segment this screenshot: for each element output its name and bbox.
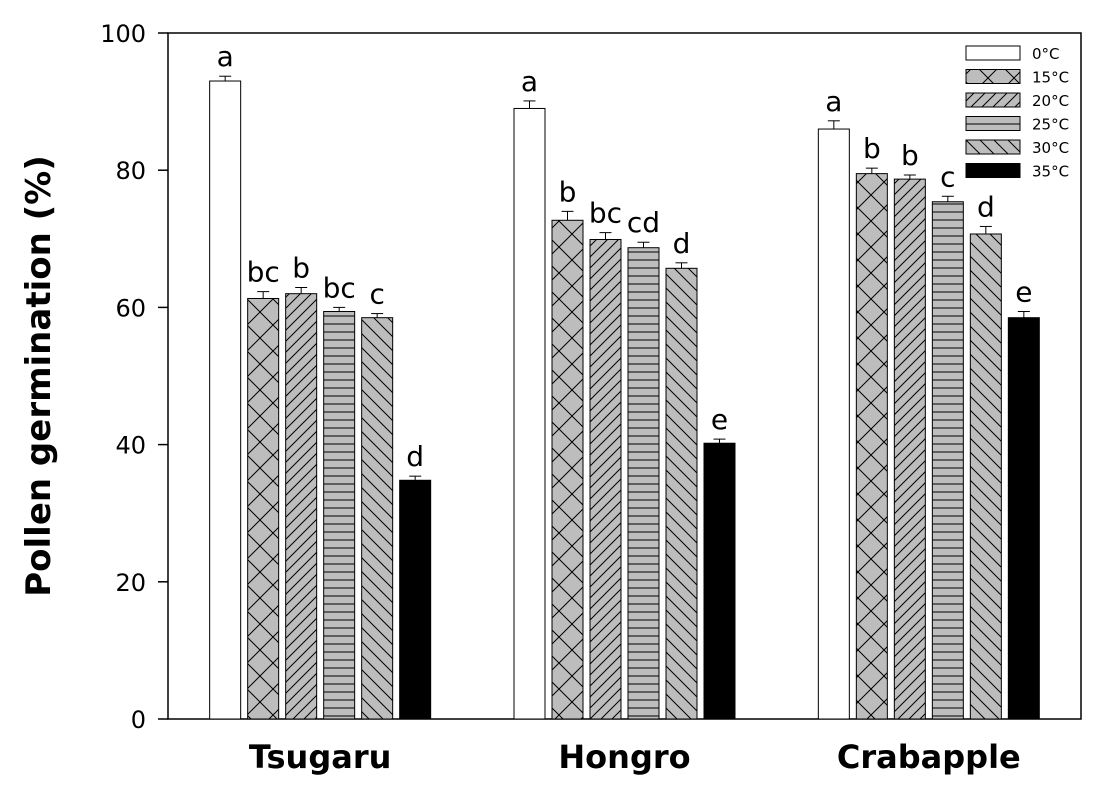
- bar: [589, 238, 622, 720]
- y-axis-label: Pollen germination (%): [19, 155, 59, 597]
- y-tick-label: 40: [115, 432, 146, 460]
- significance-letter: bc: [247, 256, 280, 289]
- legend-swatch: [965, 116, 1021, 131]
- bar: [1007, 317, 1040, 720]
- bar: [513, 107, 546, 720]
- bar: [361, 317, 394, 720]
- legend: 0°C 15°C 20°C 25°C 30°C 35°C: [965, 45, 1069, 181]
- legend-label: 20°C: [1032, 92, 1069, 110]
- significance-letter: d: [977, 190, 995, 223]
- bar: [703, 442, 736, 720]
- significance-letter: a: [217, 40, 234, 73]
- legend-swatch: [965, 139, 1021, 155]
- bar: [285, 293, 318, 720]
- significance-letter: d: [673, 227, 691, 260]
- significance-letter: bc: [323, 271, 356, 304]
- significance-letter: cd: [627, 206, 660, 239]
- bar: [817, 128, 850, 720]
- y-tick-label: 100: [100, 20, 146, 48]
- y-tick-label: 0: [131, 706, 146, 734]
- legend-swatch: [965, 69, 1021, 84]
- legend-label: 35°C: [1032, 163, 1069, 181]
- legend-label: 30°C: [1032, 139, 1069, 157]
- y-tick-label: 60: [115, 294, 146, 322]
- significance-letter: c: [369, 278, 384, 311]
- significance-letter: e: [1015, 276, 1032, 309]
- x-category-label: Tsugaru: [249, 738, 391, 776]
- y-axis: 0 20 40 60 80 100: [100, 20, 168, 734]
- significance-letter: d: [406, 440, 424, 473]
- significance-letter: a: [825, 85, 842, 118]
- significance-letter: b: [292, 252, 310, 285]
- bar: [551, 219, 584, 720]
- significance-letter: bc: [589, 197, 622, 230]
- bar: [893, 178, 926, 720]
- bar: [323, 311, 356, 720]
- legend-swatch: [965, 45, 1021, 61]
- bar: [247, 297, 280, 720]
- significance-letter: b: [559, 175, 577, 208]
- bar: [665, 267, 698, 720]
- significance-letter: b: [901, 139, 919, 172]
- significance-letter: c: [940, 160, 955, 193]
- bar: [399, 479, 432, 720]
- x-axis-labels: Tsugaru Hongro Crabapple: [249, 738, 1021, 776]
- plot-frame: [167, 32, 1082, 720]
- bars: [209, 75, 1040, 720]
- significance-letter: a: [521, 65, 538, 98]
- y-tick-label: 80: [115, 157, 146, 185]
- legend-label: 15°C: [1032, 69, 1069, 87]
- significance-letter: e: [711, 403, 728, 436]
- y-tick-label: 20: [115, 569, 146, 597]
- bar: [969, 233, 1002, 720]
- significance-letter: b: [863, 132, 881, 165]
- legend-swatch: [965, 92, 1021, 108]
- bar: [931, 201, 964, 720]
- x-category-label: Hongro: [558, 738, 690, 776]
- bar: [855, 173, 888, 720]
- legend-label: 0°C: [1032, 45, 1060, 63]
- legend-swatch: [965, 163, 1021, 178]
- legend-label: 25°C: [1032, 116, 1069, 134]
- bar: [209, 80, 242, 720]
- x-category-label: Crabapple: [837, 738, 1021, 776]
- bar: [627, 247, 660, 720]
